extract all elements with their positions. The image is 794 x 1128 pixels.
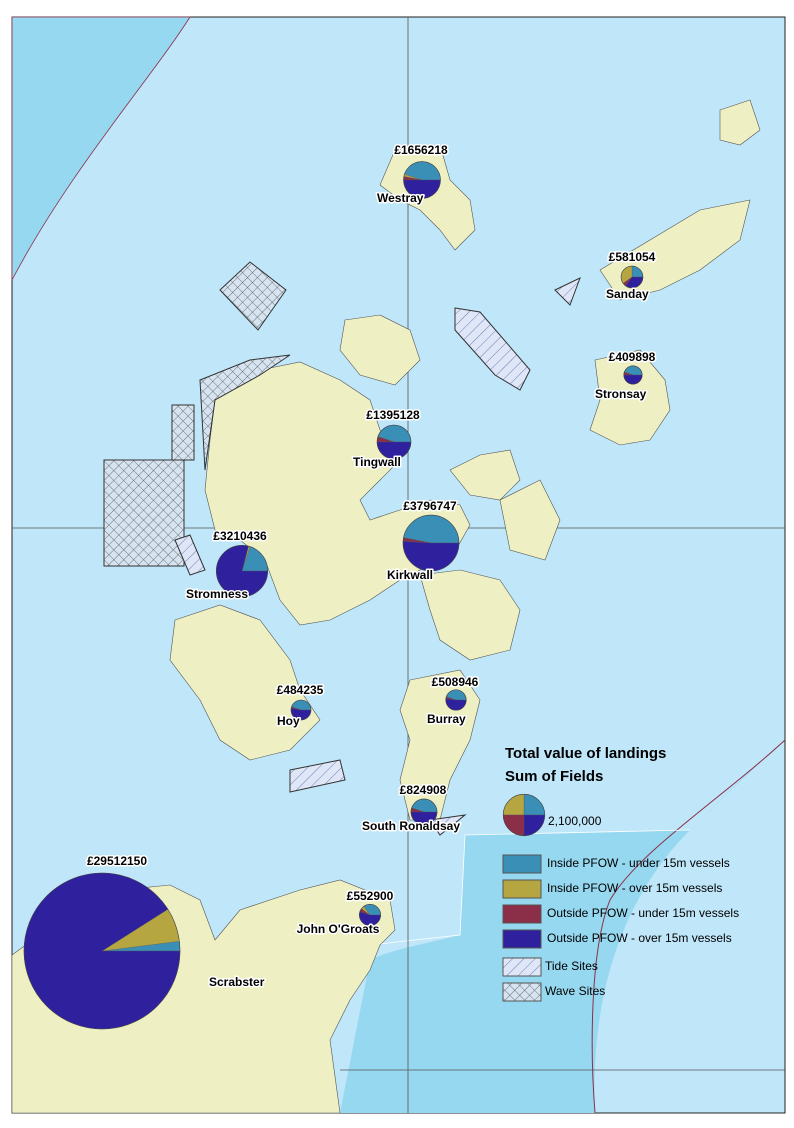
legend-swatch xyxy=(502,879,542,899)
legend-title: Total value of landings xyxy=(505,745,666,762)
value-label: £824908 xyxy=(400,783,447,797)
size-reference-label: 2,100,000 xyxy=(548,814,602,828)
value-label: £508946 xyxy=(432,675,479,689)
value-label: £484235 xyxy=(277,683,324,697)
pie-outline xyxy=(410,798,438,826)
value-label: £29512150 xyxy=(87,854,147,868)
port-name: South Ronaldsay xyxy=(362,819,460,833)
pie-outline xyxy=(402,514,460,572)
boundary xyxy=(591,739,786,1114)
value-label: £3796747 xyxy=(403,499,457,513)
value-label: £552900 xyxy=(347,889,394,903)
value-label: £3210436 xyxy=(213,529,267,543)
pies: £1656218 Westray £581054 Sanday £409898 Stron… xyxy=(23,142,657,1030)
legend-swatch xyxy=(502,929,542,949)
outer-sea xyxy=(11,16,191,281)
pie-outline xyxy=(623,365,643,385)
legend-subtitle: Sum of Fields xyxy=(505,768,603,785)
boundary xyxy=(369,829,691,946)
sites xyxy=(103,261,581,836)
pie-outline xyxy=(376,424,412,460)
legend-entry: Inside PFOW - over 15m vessels xyxy=(547,881,722,895)
value-label: £1395128 xyxy=(366,408,420,422)
port-name: Burray xyxy=(427,712,466,726)
pie-outline xyxy=(23,872,181,1030)
port-name: Sanday xyxy=(606,287,649,301)
pie-outline xyxy=(290,699,312,721)
port-name: Westray xyxy=(377,191,424,205)
legend-entry: Outside PFOW - under 15m vessels xyxy=(547,906,739,920)
port-name: Tingwall xyxy=(353,455,401,469)
port-name: Kirkwall xyxy=(387,568,433,582)
pie-wedge xyxy=(23,872,181,1030)
port-name: Stronsay xyxy=(595,387,647,401)
pie-outline xyxy=(359,904,381,926)
port-name: Hoy xyxy=(277,714,300,728)
port-name: Scrabster xyxy=(209,975,265,989)
legend-entry: Outside PFOW - over 15m vessels xyxy=(547,931,732,945)
size-reference xyxy=(502,793,546,837)
value-label: £1656218 xyxy=(394,143,448,157)
value-label: £409898 xyxy=(609,350,656,364)
wave-swatch xyxy=(502,982,542,1002)
legend-entry: Wave Sites xyxy=(545,984,605,998)
legend-swatch xyxy=(502,854,542,874)
value-label: £581054 xyxy=(609,250,656,264)
legend-entry: Tide Sites xyxy=(545,959,598,973)
tide-swatch xyxy=(502,957,542,977)
pie-outline xyxy=(620,265,644,289)
legend-entry: Inside PFOW - under 15m vessels xyxy=(547,856,730,870)
port-name: Stromness xyxy=(186,587,248,601)
pie-outline xyxy=(215,544,269,598)
legend: Total value of landings Sum of Fields 2,… xyxy=(502,745,739,1002)
pie-outline xyxy=(403,161,441,199)
pie-outline xyxy=(445,689,467,711)
legend-swatch xyxy=(502,904,542,924)
port-name: John O'Groats xyxy=(297,922,380,936)
